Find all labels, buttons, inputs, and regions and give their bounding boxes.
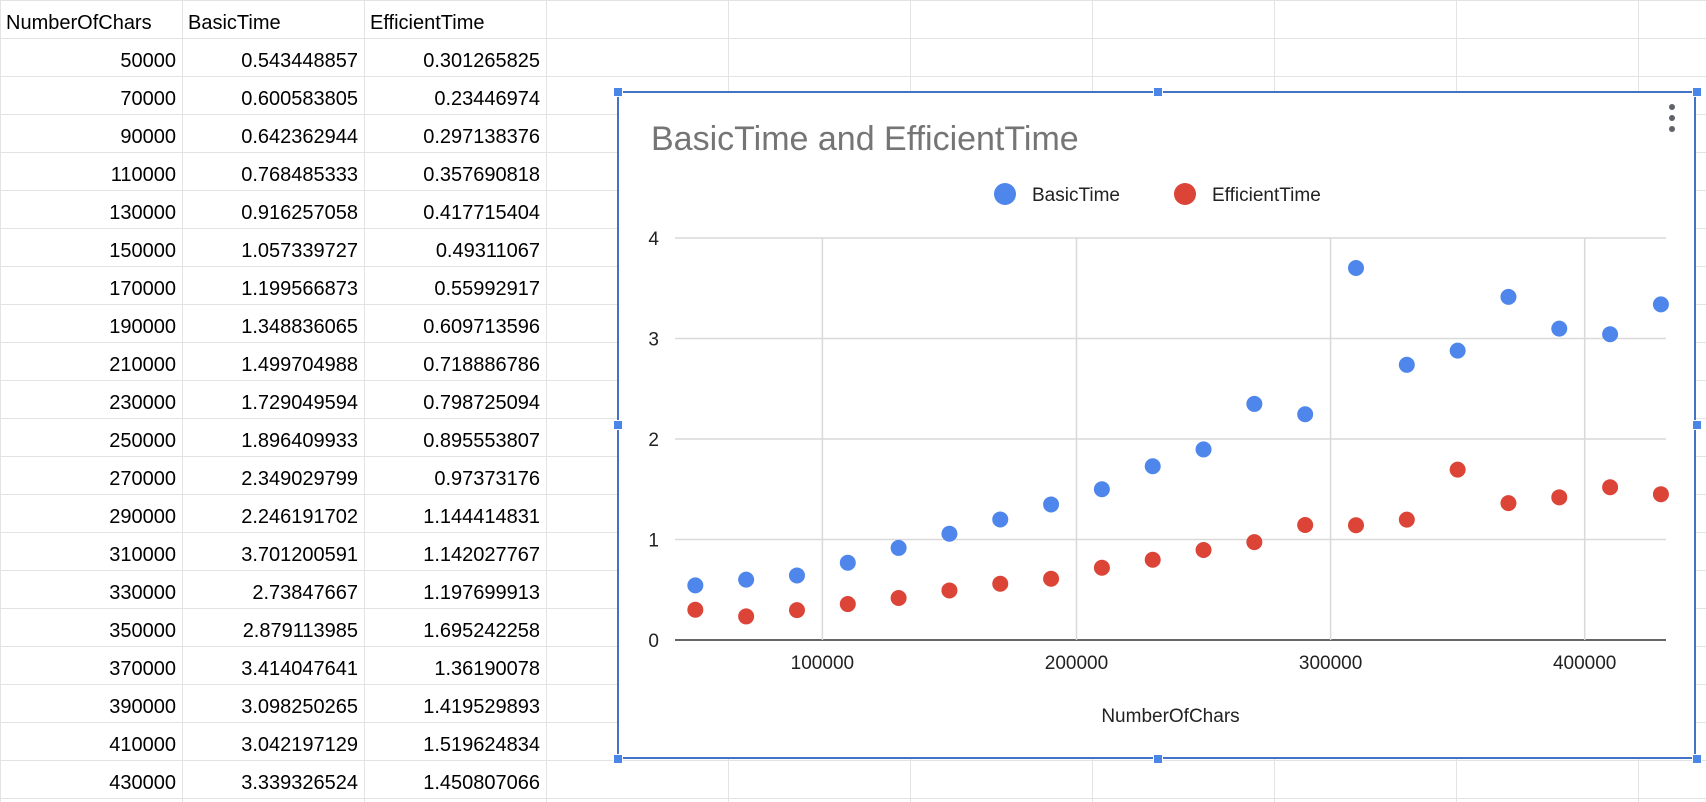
- table-cell[interactable]: 0.543448857: [241, 50, 358, 72]
- table-cell[interactable]: 1.348836065: [241, 316, 358, 338]
- table-cell[interactable]: 50000: [120, 50, 176, 72]
- table-cell[interactable]: 3.414047641: [241, 658, 358, 680]
- table-cell[interactable]: 270000: [109, 468, 176, 490]
- table-cell[interactable]: 1.450807066: [423, 772, 540, 794]
- table-cell[interactable]: 0.301265825: [423, 50, 540, 72]
- table-cell[interactable]: 1.197699913: [423, 582, 540, 604]
- table-cell[interactable]: 290000: [109, 506, 176, 528]
- table-cell[interactable]: 0.895553807: [423, 430, 540, 452]
- table-cell[interactable]: 1.36190078: [434, 658, 540, 680]
- resize-handle-bottom[interactable]: [1153, 754, 1163, 764]
- table-cell[interactable]: 1.519624834: [423, 734, 540, 756]
- chart-container[interactable]: [617, 91, 1696, 759]
- table-cell[interactable]: 3.042197129: [241, 734, 358, 756]
- table-cell[interactable]: 3.098250265: [241, 696, 358, 718]
- table-cell[interactable]: 110000: [111, 164, 176, 186]
- resize-handle-bottom-left[interactable]: [613, 754, 623, 764]
- resize-handle-right[interactable]: [1692, 420, 1702, 430]
- table-cell[interactable]: 1.419529893: [423, 696, 540, 718]
- table-cell[interactable]: 1.695242258: [423, 620, 540, 642]
- table-cell[interactable]: 430000: [109, 772, 176, 794]
- table-cell[interactable]: 0.417715404: [423, 202, 540, 224]
- table-cell[interactable]: 330000: [109, 582, 176, 604]
- table-cell[interactable]: 90000: [120, 126, 176, 148]
- table-cell[interactable]: 1.142027767: [423, 544, 540, 566]
- table-cell[interactable]: 1.499704988: [241, 354, 358, 376]
- table-cell[interactable]: 0.609713596: [423, 316, 540, 338]
- table-cell[interactable]: 390000: [109, 696, 176, 718]
- table-cell[interactable]: 1.896409933: [241, 430, 358, 452]
- table-cell[interactable]: 350000: [109, 620, 176, 642]
- table-cell[interactable]: 70000: [120, 88, 176, 110]
- table-cell[interactable]: 1.729049594: [241, 392, 358, 414]
- table-cell[interactable]: 0.97373176: [434, 468, 540, 490]
- table-cell[interactable]: 0.297138376: [423, 126, 540, 148]
- table-cell[interactable]: 0.768485333: [241, 164, 358, 186]
- more-vert-icon[interactable]: [1664, 104, 1680, 140]
- table-cell[interactable]: 210000: [109, 354, 176, 376]
- table-cell[interactable]: 150000: [109, 240, 176, 262]
- table-cell[interactable]: 0.23446974: [434, 88, 540, 110]
- table-cell[interactable]: 230000: [109, 392, 176, 414]
- table-cell[interactable]: 2.879113985: [243, 620, 358, 642]
- header-cell[interactable]: EfficientTime: [370, 12, 484, 34]
- resize-handle-top-right[interactable]: [1692, 87, 1702, 97]
- chart-title: BasicTime and EfficientTime: [651, 120, 1079, 158]
- table-cell[interactable]: 1.199566873: [241, 278, 358, 300]
- table-cell[interactable]: 2.246191702: [241, 506, 358, 528]
- table-cell[interactable]: 0.916257058: [241, 202, 358, 224]
- resize-handle-left[interactable]: [613, 420, 623, 430]
- table-cell[interactable]: 0.642362944: [241, 126, 358, 148]
- table-cell[interactable]: 3.701200591: [241, 544, 358, 566]
- table-cell[interactable]: 0.718886786: [423, 354, 540, 376]
- table-cell[interactable]: 2.349029799: [241, 468, 358, 490]
- resize-handle-top-left[interactable]: [613, 87, 623, 97]
- resize-handle-top[interactable]: [1153, 87, 1163, 97]
- table-cell[interactable]: 310000: [109, 544, 176, 566]
- header-cell[interactable]: BasicTime: [188, 12, 281, 34]
- table-cell[interactable]: 0.600583805: [241, 88, 358, 110]
- table-cell[interactable]: 2.73847667: [252, 582, 358, 604]
- table-cell[interactable]: 3.339326524: [241, 772, 358, 794]
- table-cell[interactable]: 370000: [109, 658, 176, 680]
- table-cell[interactable]: 1.057339727: [241, 240, 358, 262]
- resize-handle-bottom-right[interactable]: [1692, 754, 1702, 764]
- table-cell[interactable]: 250000: [109, 430, 176, 452]
- table-cell[interactable]: 0.357690818: [423, 164, 540, 186]
- table-cell[interactable]: 0.55992917: [434, 278, 540, 300]
- table-cell[interactable]: 1.144414831: [423, 506, 540, 528]
- table-cell[interactable]: 0.49311067: [436, 240, 540, 262]
- table-cell[interactable]: 130000: [109, 202, 176, 224]
- header-cell[interactable]: NumberOfChars: [6, 12, 152, 34]
- table-cell[interactable]: 190000: [109, 316, 176, 338]
- table-cell[interactable]: 410000: [109, 734, 176, 756]
- table-cell[interactable]: 170000: [109, 278, 176, 300]
- table-cell[interactable]: 0.798725094: [423, 392, 540, 414]
